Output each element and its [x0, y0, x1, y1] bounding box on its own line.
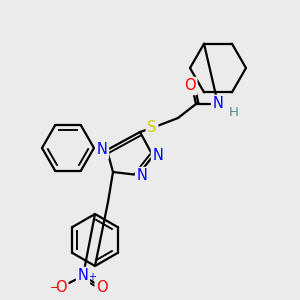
- Text: −: −: [50, 283, 60, 293]
- Text: N: N: [213, 97, 224, 112]
- Text: H: H: [229, 106, 239, 118]
- Text: +: +: [88, 272, 96, 282]
- Text: O: O: [55, 280, 67, 296]
- Text: N: N: [136, 169, 147, 184]
- Text: S: S: [147, 121, 157, 136]
- Text: O: O: [96, 280, 108, 296]
- Text: O: O: [184, 79, 196, 94]
- Text: N: N: [97, 142, 107, 158]
- Text: N: N: [153, 148, 164, 164]
- Text: N: N: [78, 268, 88, 284]
